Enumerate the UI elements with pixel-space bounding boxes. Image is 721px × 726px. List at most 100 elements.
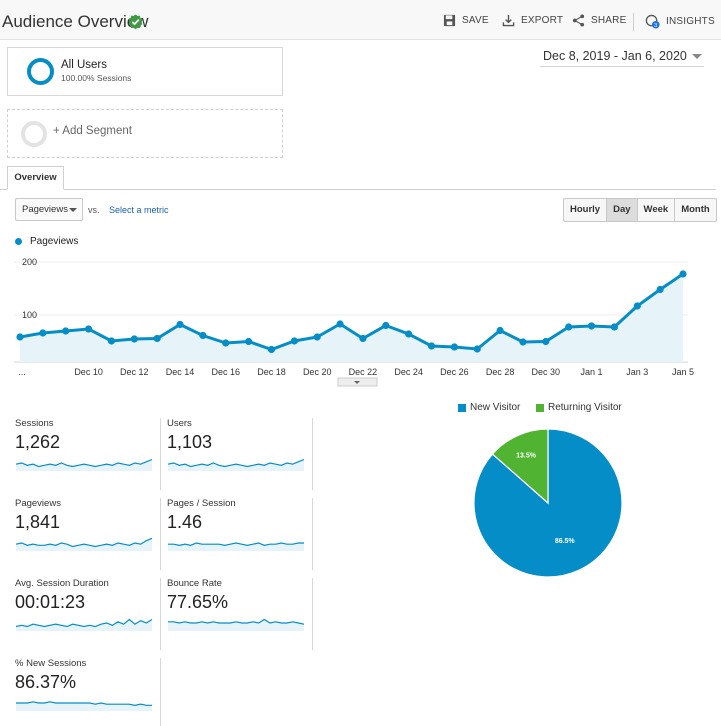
x-tick-label: Dec 26 <box>440 367 469 377</box>
metric-value: 77.65% <box>167 592 229 612</box>
pie-legend-returning-visitor[interactable]: Returning Visitor <box>536 402 622 413</box>
insights-label: INSIGHTS <box>666 16 715 27</box>
pageviews-point[interactable] <box>565 323 573 331</box>
sparkline-line <box>16 701 152 706</box>
pageviews-point[interactable] <box>610 323 619 331</box>
sparkline-area <box>168 543 304 551</box>
sparkline <box>168 542 304 551</box>
legend-pageviews-swatch <box>15 238 22 245</box>
x-tick-label: Dec 20 <box>303 367 332 377</box>
export-icon <box>502 14 515 27</box>
pageviews-point[interactable] <box>519 338 527 346</box>
x-tick-label: ... <box>18 367 26 377</box>
x-tick-label: Dec 24 <box>394 367 423 377</box>
x-tick-label: Jan 5 <box>672 367 694 377</box>
metric-tile-pageviews[interactable]: Pageviews 1,841 <box>15 498 161 570</box>
metric-tile-sessions[interactable]: Sessions 1,262 <box>15 418 161 490</box>
share-icon <box>572 14 585 27</box>
granularity-toggle: Hourly Day Week Month <box>563 198 717 222</box>
pageviews-point[interactable] <box>39 329 47 337</box>
sparkline-line <box>15 458 153 468</box>
chevron-down-icon[interactable] <box>692 54 702 59</box>
metric-value: 1,262 <box>15 432 61 452</box>
granularity-hourly[interactable]: Hourly <box>570 204 601 215</box>
pageviews-point[interactable] <box>405 330 413 338</box>
metric-tile-pages-per-session[interactable]: Pages / Session 1.46 <box>167 498 313 570</box>
metric-tile-bounce-rate[interactable]: Bounce Rate 77.65% <box>167 578 313 650</box>
pageviews-point[interactable] <box>107 337 116 345</box>
pageviews-point[interactable] <box>290 337 298 345</box>
pageviews-point[interactable] <box>382 321 390 330</box>
pageviews-point[interactable] <box>587 322 596 330</box>
pageviews-point[interactable] <box>336 320 344 328</box>
metric-label: Pages / Session <box>167 498 236 509</box>
insights-button[interactable]: 3 INSIGHTS <box>645 14 715 29</box>
segment-all-users[interactable]: All Users 100.00% Sessions <box>7 47 283 96</box>
tab-divider <box>0 189 716 190</box>
metric-tile-avg-session-duration[interactable]: Avg. Session Duration 00:01:23 <box>15 578 161 650</box>
metric-select[interactable]: Pageviews <box>15 198 83 221</box>
pageviews-area <box>20 274 683 362</box>
pageviews-point[interactable] <box>130 335 138 343</box>
y-tick-100: 100 <box>22 310 37 320</box>
tab-overview[interactable]: Overview <box>7 166 64 190</box>
pie-legend-new-visitor[interactable]: New Visitor <box>458 402 520 413</box>
metric-tile-new-sessions[interactable]: % New Sessions 86.37% <box>15 658 161 726</box>
sparkline-line <box>15 537 153 548</box>
add-segment-button[interactable]: + Add Segment <box>7 109 283 158</box>
granularity-month[interactable]: Month <box>674 199 716 221</box>
pageviews-point[interactable] <box>245 337 253 346</box>
pageviews-point[interactable] <box>313 333 321 341</box>
date-range-underline <box>540 66 704 67</box>
sparkline-line <box>168 542 304 546</box>
add-segment-ring-icon <box>21 121 47 147</box>
pageviews-chart[interactable]: 200 100 ... Dec 10 Dec 12 Dec 14 Dec 16 Dec 1… <box>0 248 700 390</box>
pageviews-point[interactable] <box>359 334 367 343</box>
insights-icon: 3 <box>645 14 660 29</box>
pageviews-point[interactable] <box>450 343 458 351</box>
sparkline-line <box>168 618 305 625</box>
pageviews-point[interactable] <box>496 326 504 335</box>
sparkline <box>16 701 152 711</box>
pageviews-point[interactable] <box>84 325 93 333</box>
visitor-pie-chart[interactable]: 86.5% 13.5% <box>470 425 626 581</box>
pageviews-point[interactable] <box>153 334 161 343</box>
date-range-picker[interactable]: Dec 8, 2019 - Jan 6, 2020 <box>543 49 687 63</box>
y-tick-200: 200 <box>22 257 37 267</box>
pageviews-point[interactable] <box>62 327 70 335</box>
metric-value: 1.46 <box>167 512 203 532</box>
pageviews-point[interactable] <box>222 339 230 347</box>
save-button[interactable]: SAVE <box>443 14 489 27</box>
metric-label: Bounce Rate <box>167 578 222 589</box>
pageviews-point[interactable] <box>427 342 436 350</box>
pageviews-point[interactable] <box>16 333 24 341</box>
granularity-week[interactable]: Week <box>636 199 675 221</box>
pageviews-point[interactable] <box>199 331 207 340</box>
verified-badge-icon <box>128 14 143 29</box>
sparkline <box>15 618 153 631</box>
granularity-day[interactable]: Day <box>606 199 637 221</box>
pageviews-point[interactable] <box>679 270 687 278</box>
pageviews-point[interactable] <box>267 345 276 354</box>
share-button[interactable]: SHARE <box>572 14 626 27</box>
pageviews-point[interactable] <box>633 302 641 310</box>
metric-value: 86.37% <box>15 672 77 692</box>
x-tick-label: Jan 1 <box>581 367 603 377</box>
pie-label-new-visitor: 86.5% <box>555 538 576 545</box>
pageviews-point[interactable] <box>542 337 550 346</box>
sparkline-area <box>16 701 152 711</box>
pie-slice-returning-visitor[interactable] <box>491 428 549 505</box>
export-button[interactable]: EXPORT <box>502 14 563 27</box>
sparkline-line <box>15 618 153 628</box>
metric-tile-users[interactable]: Users 1,103 <box>167 418 313 490</box>
pageviews-point[interactable] <box>473 345 481 353</box>
select-metric-link[interactable]: Select a metric <box>109 205 169 215</box>
metric-label: Sessions <box>15 418 54 429</box>
pageviews-point[interactable] <box>656 285 664 294</box>
x-tick-label: Dec 14 <box>166 367 195 377</box>
metric-label: % New Sessions <box>15 658 87 669</box>
pageviews-point[interactable] <box>176 320 184 329</box>
x-tick-label: Dec 22 <box>349 367 378 377</box>
chevron-down-icon <box>354 381 360 384</box>
insights-badge-count: 3 <box>654 23 657 29</box>
